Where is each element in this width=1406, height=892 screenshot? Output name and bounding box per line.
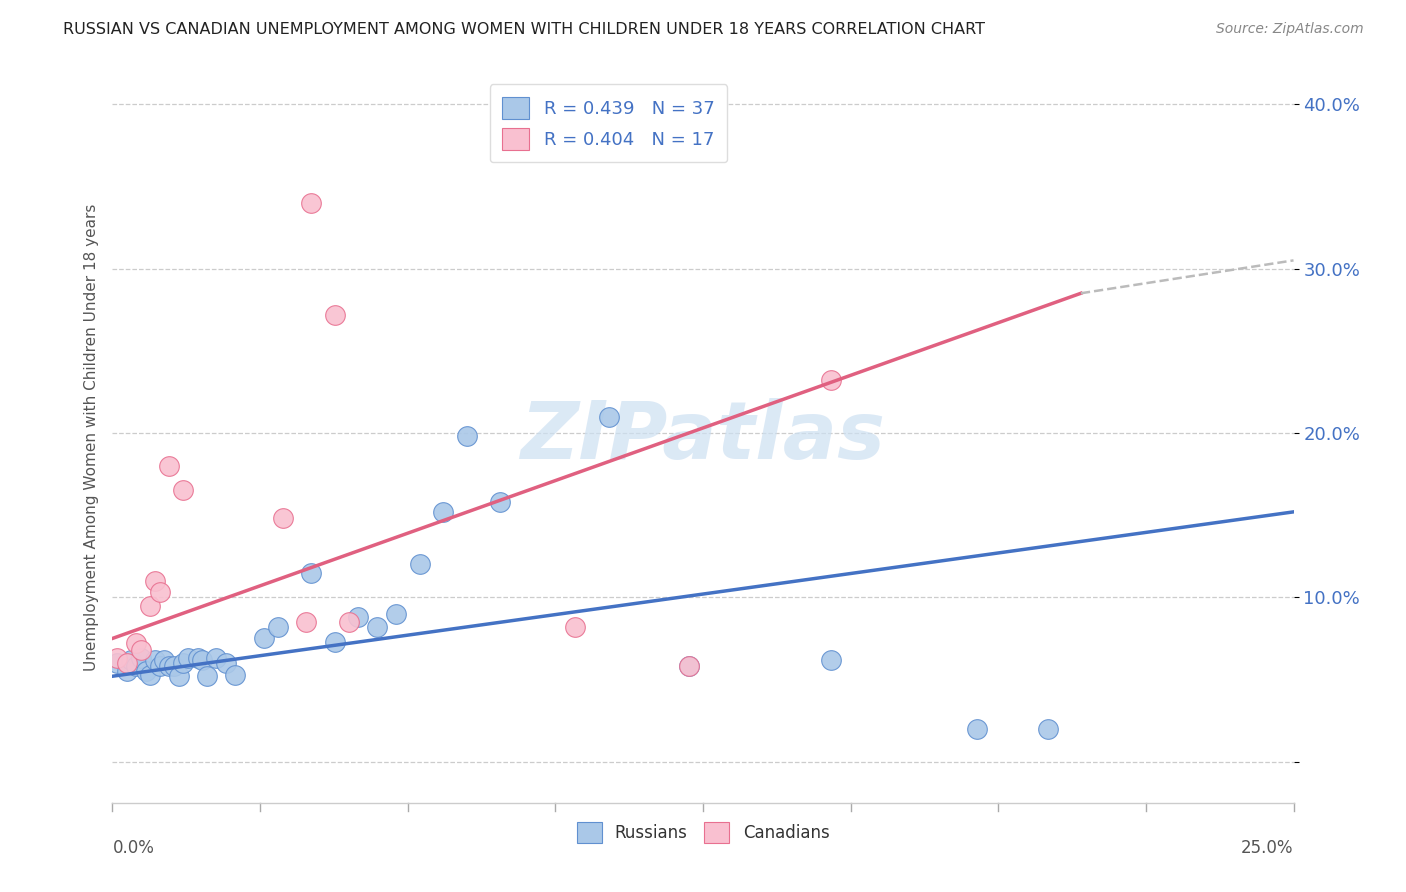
Point: [120, 653, 142, 667]
Point: [253, 632, 276, 646]
Point: [366, 620, 388, 634]
Point: [295, 615, 318, 629]
Point: [299, 566, 322, 580]
Point: [408, 558, 430, 572]
Text: Source: ZipAtlas.com: Source: ZipAtlas.com: [1216, 22, 1364, 37]
Point: [267, 620, 290, 634]
Point: [125, 636, 148, 650]
Point: [186, 651, 208, 665]
Point: [820, 653, 842, 667]
Text: 25.0%: 25.0%: [1241, 839, 1294, 857]
Point: [105, 651, 128, 665]
Point: [177, 651, 200, 665]
Text: ZIPatlas: ZIPatlas: [520, 398, 886, 476]
Point: [167, 669, 190, 683]
Point: [163, 659, 186, 673]
Point: [129, 651, 152, 665]
Point: [299, 195, 322, 210]
Point: [1036, 722, 1059, 736]
Point: [191, 653, 214, 667]
Point: [139, 599, 162, 613]
Point: [153, 653, 176, 667]
Point: [564, 620, 586, 634]
Point: [385, 607, 408, 621]
Point: [135, 665, 157, 679]
Point: [149, 659, 172, 673]
Point: [271, 511, 294, 525]
Point: [337, 615, 360, 629]
Point: [432, 505, 454, 519]
Text: RUSSIAN VS CANADIAN UNEMPLOYMENT AMONG WOMEN WITH CHILDREN UNDER 18 YEARS CORREL: RUSSIAN VS CANADIAN UNEMPLOYMENT AMONG W…: [63, 22, 986, 37]
Point: [125, 659, 148, 673]
Point: [224, 667, 246, 681]
Legend: Russians, Canadians: Russians, Canadians: [569, 815, 837, 849]
Point: [105, 656, 128, 670]
Point: [143, 574, 166, 588]
Point: [172, 656, 194, 670]
Point: [195, 669, 218, 683]
Point: [347, 610, 370, 624]
Point: [966, 722, 988, 736]
Point: [205, 651, 228, 665]
Point: [129, 643, 152, 657]
Point: [215, 656, 238, 670]
Point: [323, 634, 346, 648]
Point: [598, 409, 620, 424]
Point: [323, 308, 346, 322]
Point: [115, 656, 138, 670]
Point: [820, 373, 842, 387]
Point: [172, 483, 194, 498]
Point: [678, 659, 700, 673]
Point: [489, 495, 512, 509]
Point: [143, 653, 166, 667]
Point: [157, 458, 180, 473]
Text: 0.0%: 0.0%: [112, 839, 155, 857]
Point: [149, 585, 172, 599]
Point: [115, 665, 138, 679]
Point: [139, 667, 162, 681]
Point: [678, 659, 700, 673]
Point: [157, 659, 180, 673]
Point: [456, 429, 478, 443]
Y-axis label: Unemployment Among Women with Children Under 18 years: Unemployment Among Women with Children U…: [83, 203, 98, 671]
